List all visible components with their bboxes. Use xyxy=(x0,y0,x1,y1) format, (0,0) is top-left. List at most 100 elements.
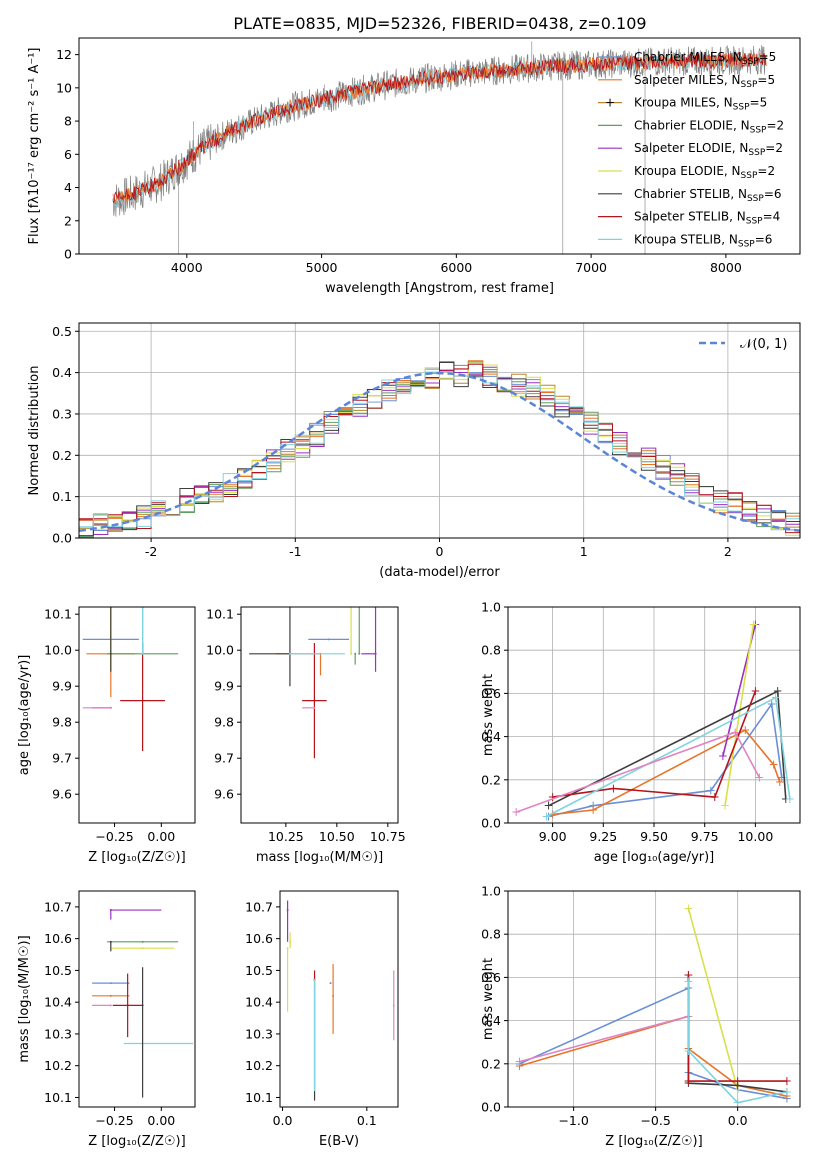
y-tick-label: 0.2 xyxy=(481,772,501,787)
data-point xyxy=(329,982,332,985)
y-tick-label: 0.1 xyxy=(52,489,72,504)
data-point xyxy=(392,1004,395,1007)
legend-label: Salpeter ELODIE, NSSP=2 xyxy=(634,141,783,158)
series-line xyxy=(519,1015,689,1063)
data-point xyxy=(288,652,291,655)
data-point xyxy=(358,652,361,655)
x-axis-label: (data-model)/error xyxy=(379,565,500,580)
y-tick-label: 8 xyxy=(64,114,72,129)
y-tick-label: 0.0 xyxy=(52,531,72,546)
y-tick-label: 0.4 xyxy=(481,729,501,744)
x-tick-label: 0.1 xyxy=(357,1113,377,1128)
x-tick-label: 8000 xyxy=(710,260,742,275)
y-tick-label: 9.9 xyxy=(214,679,234,694)
y-tick-label: 0.5 xyxy=(52,324,72,339)
legend-label-count: =5 xyxy=(750,96,768,110)
panel-mass-weight-vs-age: ++++++ +++++++++++++++++++++ 9.00 9.25 9.50 9… xyxy=(481,600,801,865)
x-axis-label: wavelength [Angstrom, rest frame] xyxy=(325,281,554,296)
y-tick-label: 10.3 xyxy=(44,1026,72,1041)
plot-area xyxy=(249,607,377,759)
y-tick-label: 9.7 xyxy=(52,751,72,766)
y-tick-label: 0.6 xyxy=(481,970,501,985)
series-marker: + xyxy=(750,684,760,698)
series-marker: + xyxy=(782,1074,792,1088)
model-spectrum xyxy=(112,52,767,205)
data-point xyxy=(141,699,144,702)
series-marker: + xyxy=(608,781,618,795)
x-tick-label: 6000 xyxy=(440,260,472,275)
data-point xyxy=(286,909,289,912)
data-point xyxy=(313,706,316,709)
series-marker: + xyxy=(548,807,558,821)
x-tick-label: 0 xyxy=(436,544,444,559)
y-tick-label: 10.2 xyxy=(245,1058,273,1073)
plot-area xyxy=(82,607,179,751)
x-tick-label: 10.00 xyxy=(737,829,773,844)
y-tick-label: 0.6 xyxy=(481,686,501,701)
x-tick-label: 9.25 xyxy=(589,829,617,844)
data-point xyxy=(126,1004,129,1007)
data-point xyxy=(141,940,144,943)
x-tick-label: 0.0 xyxy=(728,1113,748,1128)
y-tick-label: 0 xyxy=(64,247,72,262)
y-axis-label: age [log₁₀(age/yr)] xyxy=(17,655,32,776)
series-marker: + xyxy=(748,617,758,631)
y-tick-label: 10.1 xyxy=(44,1090,72,1105)
y-tick-label: 10.4 xyxy=(44,995,72,1010)
y-tick-label: 10.3 xyxy=(245,1026,273,1041)
series-marker: + xyxy=(782,1085,792,1099)
series-marker: + xyxy=(733,1083,743,1097)
series-marker: + xyxy=(733,1078,743,1092)
plot-area: ++++++ +++++++++++++++++++++ xyxy=(508,607,800,824)
data-point xyxy=(109,706,112,709)
series-line xyxy=(548,702,783,818)
observed-spectrum xyxy=(112,44,767,217)
series-marker: + xyxy=(710,790,720,804)
residual-histogram xyxy=(79,371,800,531)
y-axis-label: Flux [fλ10⁻¹⁷ erg cm⁻² s⁻¹ A⁻¹] xyxy=(27,48,42,245)
series-line xyxy=(519,1015,788,1097)
y-tick-label: 6 xyxy=(64,147,72,162)
legend-label-subscript: SSP xyxy=(741,80,758,90)
x-axis-label: Z [log₁₀(Z/Z☉)] xyxy=(605,1134,702,1149)
series-line xyxy=(546,696,791,818)
panel-residuals: 𝒩(0, 1) -2 -1 0 1 2 0.0 0.1 0.2 0.3 0.4 0.5 (data-mo… xyxy=(27,322,801,580)
y-tick-label: 4 xyxy=(64,180,72,195)
y-tick-label: 0.4 xyxy=(52,365,72,380)
y-tick-label: 9.6 xyxy=(52,787,72,802)
series-line xyxy=(687,981,788,1104)
data-point xyxy=(332,994,335,997)
y-tick-label: 9.6 xyxy=(214,787,234,802)
panel-age-vs-mass: 10.25 10.50 10.75 9.6 9.7 9.8 9.9 10.0 10.1 mass … xyxy=(206,606,406,865)
data-point xyxy=(350,652,353,655)
x-axis-label: E(B-V) xyxy=(319,1134,359,1149)
x-tick-label: −0.25 xyxy=(95,829,133,844)
series-marker: + xyxy=(754,771,764,785)
x-tick-label: 1 xyxy=(580,544,588,559)
x-tick-label: -2 xyxy=(145,544,157,559)
series-marker: + xyxy=(733,1096,743,1110)
data-point xyxy=(313,699,316,702)
x-axis-label: mass [log₁₀(M/M☉)] xyxy=(256,850,383,865)
series-marker: + xyxy=(733,1083,743,1097)
data-point xyxy=(109,1004,112,1007)
legend-label: Chabrier MILES, NSSP=5 xyxy=(634,50,776,67)
series-marker: + xyxy=(750,617,760,631)
x-tick-label: 9.50 xyxy=(640,829,668,844)
x-tick-label: 0.00 xyxy=(147,1113,175,1128)
y-tick-label: 9.9 xyxy=(52,679,72,694)
legend-label-subscript: SSP xyxy=(738,239,755,249)
legend-label-count: =6 xyxy=(764,187,782,201)
series-marker: + xyxy=(740,723,750,737)
panel-age-vs-Z: −0.25 0.00 9.6 9.7 9.8 9.9 10.0 10.1 Z [log₁₀(Z/… xyxy=(17,606,196,865)
data-point xyxy=(109,652,112,655)
y-tick-label: 10.5 xyxy=(44,963,72,978)
y-tick-label: 2 xyxy=(64,213,72,228)
series-marker: + xyxy=(541,810,551,824)
x-axis-label: age [log₁₀(age/yr)] xyxy=(594,850,715,865)
x-tick-label: -1 xyxy=(289,544,301,559)
x-tick-label: 9.00 xyxy=(539,829,567,844)
data-point xyxy=(109,994,112,997)
data-point xyxy=(109,940,112,943)
x-tick-label: 7000 xyxy=(575,260,607,275)
